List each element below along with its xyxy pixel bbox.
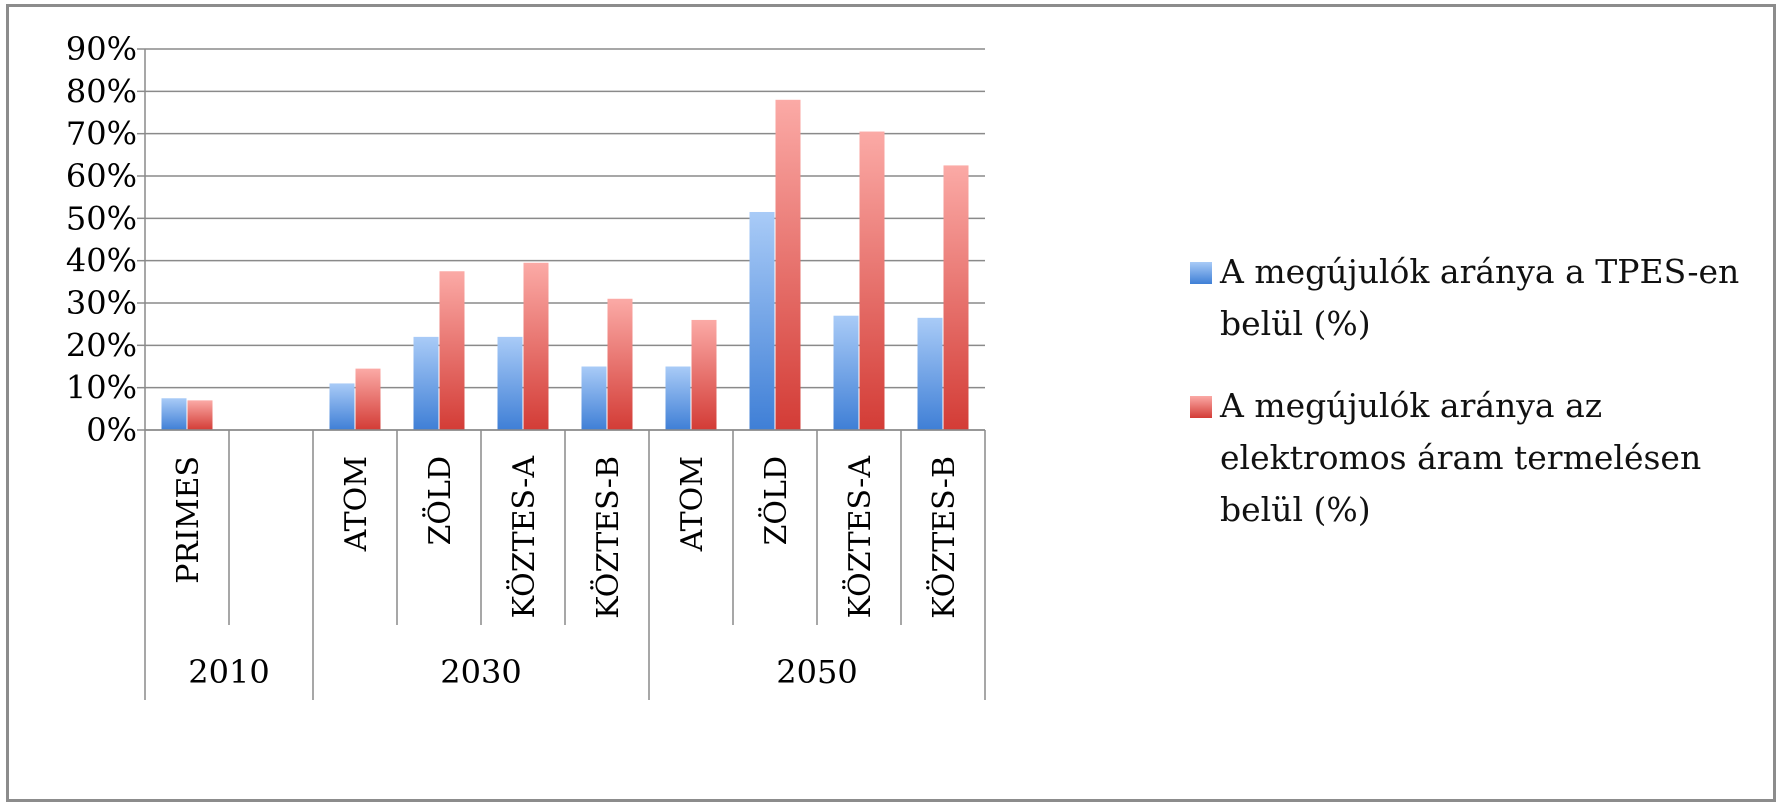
bar-series-2 [355,368,381,430]
bar-series-1 [665,366,691,430]
bar-series-1 [413,336,439,430]
category-label: KÖZTES-A [506,456,542,619]
y-tick-label: 0% [86,411,137,449]
category-label: KÖZTES-A [842,456,878,619]
legend-label-electricity: A megújulók aránya az elektromos áram te… [1220,386,1702,529]
group-label: 2050 [776,653,857,691]
category-label: ATOM [339,456,374,552]
bar-series-1 [161,398,187,430]
chart-frame [6,4,1776,802]
bars [161,99,969,431]
group-label: 2030 [440,653,521,691]
bar-series-2 [187,400,213,430]
y-tick-label: 30% [66,284,137,322]
bar-series-1 [497,336,523,430]
y-tick-label: 90% [66,30,137,68]
y-tick-label: 60% [66,157,137,195]
bar-series-1 [581,366,607,430]
bar-series-2 [943,165,969,430]
category-label: ZÖLD [422,456,458,545]
y-tick-label: 10% [66,369,137,407]
bar-series-1 [329,383,355,430]
y-tick-label: 70% [66,115,137,153]
bar-series-2 [691,319,717,430]
legend-swatch-blue [1190,262,1212,284]
bar-series-1 [749,211,775,430]
legend-item-tpes: A megújulók aránya a TPES-en belül (%) [1180,246,1770,350]
category-label: KÖZTES-B [590,456,626,619]
legend: A megújulók aránya a TPES-en belül (%) A… [1180,246,1770,566]
category-label: KÖZTES-B [926,456,962,619]
legend-label-tpes: A megújulók aránya a TPES-en belül (%) [1220,252,1740,343]
category-label: ZÖLD [758,456,794,545]
x-axis: PRIMES 2010 ATOM ZÖLD KÖZTES-A KÖZTES-B 2030 AT… [144,429,986,700]
legend-item-electricity: A megújulók aránya az elektromos áram te… [1180,380,1770,536]
category-label: ATOM [675,456,710,552]
y-tick-label: 40% [66,242,137,280]
group-label: 2010 [188,653,269,691]
bar-series-2 [607,298,633,430]
bar-series-1 [833,315,859,430]
bar-series-2 [523,262,549,430]
y-axis: 0% 10% 20% 30% 40% 50% 60% 70% 80% 90% [66,30,146,449]
y-tick-label: 50% [66,199,137,237]
legend-swatch-red [1190,396,1212,418]
category-label: PRIMES [171,456,206,584]
bar-series-2 [439,271,465,430]
bar-series-1 [917,317,943,430]
y-tick-label: 80% [66,72,137,110]
bar-series-2 [859,131,885,431]
bar-series-2 [775,99,801,431]
y-tick-label: 20% [66,326,137,364]
gridlines [145,48,985,431]
